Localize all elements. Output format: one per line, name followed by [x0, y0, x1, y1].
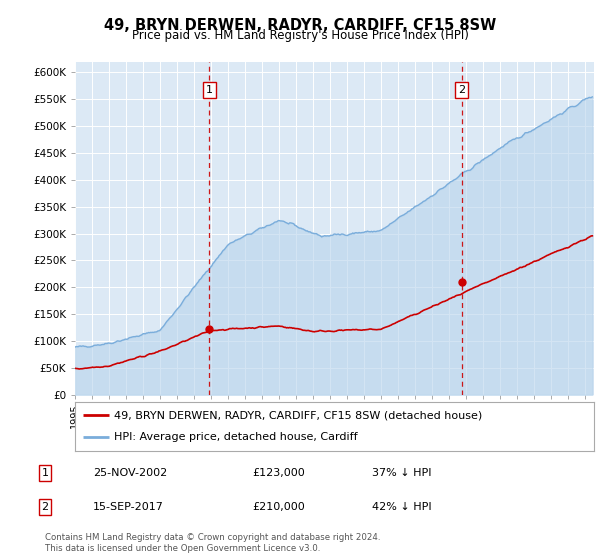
Text: Price paid vs. HM Land Registry's House Price Index (HPI): Price paid vs. HM Land Registry's House …: [131, 29, 469, 42]
Text: £123,000: £123,000: [252, 468, 305, 478]
Text: 37% ↓ HPI: 37% ↓ HPI: [372, 468, 431, 478]
Text: 1: 1: [41, 468, 49, 478]
Text: HPI: Average price, detached house, Cardiff: HPI: Average price, detached house, Card…: [114, 432, 358, 442]
Text: 25-NOV-2002: 25-NOV-2002: [93, 468, 167, 478]
Text: 49, BRYN DERWEN, RADYR, CARDIFF, CF15 8SW (detached house): 49, BRYN DERWEN, RADYR, CARDIFF, CF15 8S…: [114, 410, 482, 421]
Text: 42% ↓ HPI: 42% ↓ HPI: [372, 502, 431, 512]
Text: 1: 1: [206, 85, 213, 95]
Text: £210,000: £210,000: [252, 502, 305, 512]
Text: 49, BRYN DERWEN, RADYR, CARDIFF, CF15 8SW: 49, BRYN DERWEN, RADYR, CARDIFF, CF15 8S…: [104, 18, 496, 33]
Text: 2: 2: [458, 85, 465, 95]
Text: Contains HM Land Registry data © Crown copyright and database right 2024.
This d: Contains HM Land Registry data © Crown c…: [45, 533, 380, 553]
Text: 15-SEP-2017: 15-SEP-2017: [93, 502, 164, 512]
Text: 2: 2: [41, 502, 49, 512]
